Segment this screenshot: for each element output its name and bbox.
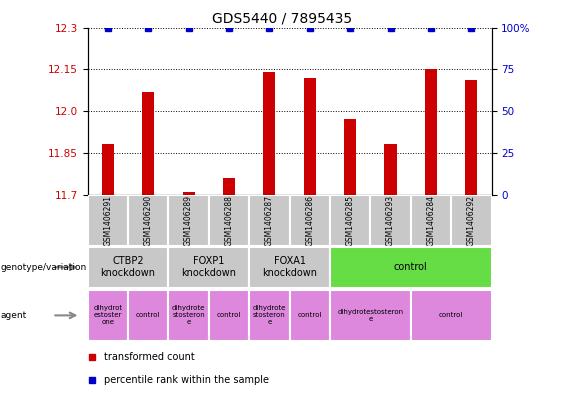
- Text: dihydrote
stosteron
e: dihydrote stosteron e: [172, 305, 205, 325]
- Text: control: control: [217, 312, 241, 318]
- Bar: [263, 72, 275, 195]
- Bar: [223, 178, 235, 195]
- Bar: [330, 290, 411, 341]
- Bar: [385, 144, 397, 195]
- Text: control: control: [394, 262, 428, 272]
- Bar: [411, 195, 451, 246]
- Text: GSM1406290: GSM1406290: [144, 195, 153, 246]
- Bar: [88, 247, 168, 288]
- Text: GSM1406292: GSM1406292: [467, 195, 476, 246]
- Bar: [209, 195, 249, 246]
- Bar: [371, 195, 411, 246]
- Text: agent: agent: [1, 311, 27, 320]
- Bar: [128, 195, 168, 246]
- Bar: [451, 195, 492, 246]
- Bar: [88, 290, 128, 341]
- Bar: [330, 195, 371, 246]
- Text: dihydrotestosteron
e: dihydrotestosteron e: [337, 309, 403, 322]
- Text: FOXP1
knockdown: FOXP1 knockdown: [181, 257, 236, 278]
- Text: GSM1406291: GSM1406291: [103, 195, 112, 246]
- Bar: [168, 290, 209, 341]
- Bar: [466, 81, 477, 195]
- Text: dihydrot
estoster
one: dihydrot estoster one: [93, 305, 123, 325]
- Bar: [249, 195, 289, 246]
- Text: CTBP2
knockdown: CTBP2 knockdown: [101, 257, 155, 278]
- Bar: [168, 195, 209, 246]
- Text: genotype/variation: genotype/variation: [1, 263, 87, 272]
- Bar: [411, 290, 492, 341]
- Bar: [249, 290, 289, 341]
- Text: control: control: [439, 312, 463, 318]
- Bar: [182, 192, 194, 195]
- Text: percentile rank within the sample: percentile rank within the sample: [104, 375, 269, 386]
- Bar: [209, 290, 249, 341]
- Text: GDS5440 / 7895435: GDS5440 / 7895435: [212, 12, 353, 26]
- Text: control: control: [298, 312, 322, 318]
- Text: transformed count: transformed count: [104, 352, 194, 362]
- Text: GSM1406293: GSM1406293: [386, 195, 395, 246]
- Text: control: control: [136, 312, 160, 318]
- Bar: [330, 247, 492, 288]
- Bar: [344, 119, 356, 195]
- Bar: [128, 290, 168, 341]
- Text: dihydrote
stosteron
e: dihydrote stosteron e: [253, 305, 286, 325]
- Bar: [425, 69, 437, 195]
- Bar: [142, 92, 154, 195]
- Bar: [102, 144, 114, 195]
- Text: GSM1406287: GSM1406287: [265, 195, 274, 246]
- Bar: [88, 195, 128, 246]
- Text: GSM1406289: GSM1406289: [184, 195, 193, 246]
- Text: GSM1406284: GSM1406284: [427, 195, 436, 246]
- Bar: [168, 247, 249, 288]
- Bar: [290, 195, 330, 246]
- Bar: [304, 78, 316, 195]
- Text: GSM1406285: GSM1406285: [346, 195, 355, 246]
- Text: GSM1406288: GSM1406288: [224, 195, 233, 246]
- Bar: [290, 290, 330, 341]
- Text: FOXA1
knockdown: FOXA1 knockdown: [262, 257, 317, 278]
- Bar: [249, 247, 330, 288]
- Text: GSM1406286: GSM1406286: [305, 195, 314, 246]
